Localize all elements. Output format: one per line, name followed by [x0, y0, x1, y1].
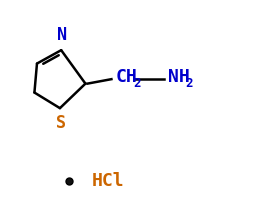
Text: NH: NH — [168, 68, 189, 86]
Text: N: N — [57, 26, 67, 44]
Text: 2: 2 — [185, 77, 192, 90]
Text: 2: 2 — [133, 77, 140, 90]
Text: CH: CH — [116, 68, 137, 86]
Text: S: S — [56, 114, 66, 132]
Text: HCl: HCl — [91, 172, 124, 190]
